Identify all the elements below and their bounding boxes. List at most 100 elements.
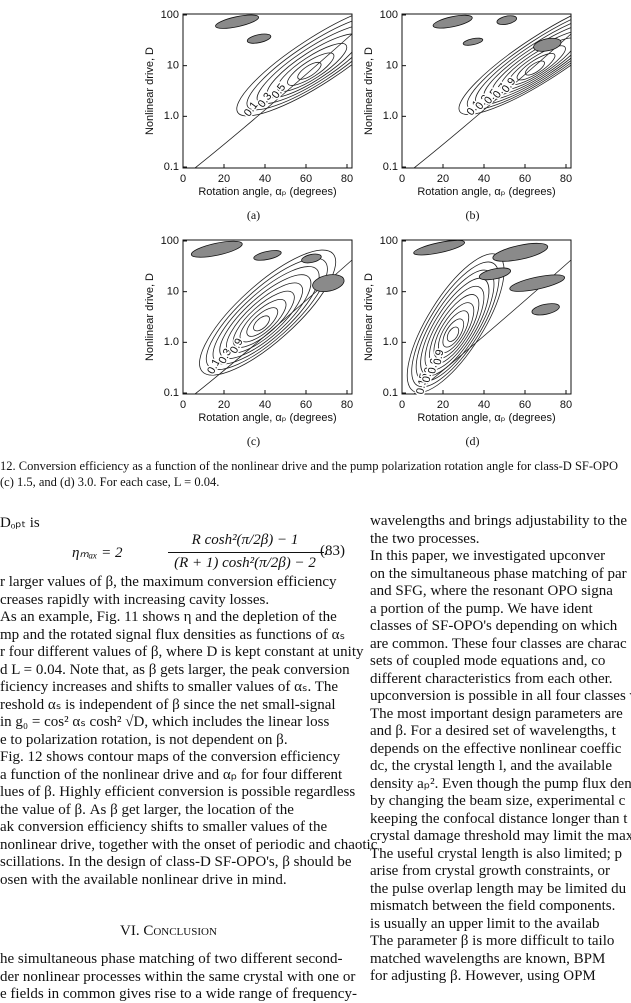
contour-line [446,326,460,342]
text-line: The useful crystal length is also limite… [370,845,623,862]
x-tick-label: 80 [560,399,572,411]
contour-line [236,14,352,117]
contour-line [458,14,571,115]
text-line: density aₚ². Even though the pump flux d… [370,775,631,792]
text-line: As an example, Fig. 11 shows η and the d… [0,609,337,625]
unstable-region [312,274,345,293]
section-heading: VI. Conclusion [120,923,217,939]
text-line: r larger values of β, the maximum conver… [0,574,337,590]
contour-line [199,249,337,376]
contour-line [212,266,320,365]
plot-frame [401,13,572,169]
text-line: different characteristics from each othe… [370,670,613,687]
text-line: a portion of the pump. We have ident [370,600,593,617]
contour-line [277,43,348,92]
x-tick-label: 20 [437,399,449,411]
y-tick-label: 10 [386,286,398,298]
text-line: sets of coupled mode equations and, co [370,653,606,669]
text-line: a function of the nonlinear drive and αₚ… [0,766,343,783]
y-tick-label: 1.0 [164,336,179,348]
contour-line [438,310,470,354]
text-line: lues of β. Highly efficient conversion i… [0,784,356,800]
text-line: scillations. In the design of class-D SF… [0,854,352,870]
unstable-region [533,37,562,52]
panel-label: (b) [466,208,480,222]
text-line: upconversion is possible in all four cla… [370,688,631,704]
text-line: and β. For a desired set of wavelengths,… [370,723,616,739]
contour-line [424,285,485,371]
y-tick-label: 100 [380,235,398,247]
x-tick-label: 0 [399,399,405,411]
x-tick-label: 20 [218,399,230,411]
text-line: d L = 0.04. Note that, as β gets larger,… [0,661,350,678]
text-line: the two processes. [370,530,480,547]
text-line: reshold αₛ is independent of β since the… [0,696,336,713]
x-axis-label: Rotation angle, αₚ (degrees) [417,186,555,198]
x-axis-label: Rotation angle, αₚ (degrees) [198,412,336,424]
text-line: dc, the crystal length l, and the availa… [370,758,612,774]
text-line: for adjusting β. However, using OPM [370,968,596,984]
equation-lhs: ηₘₐₓ = 2 [72,545,123,561]
contour-line [442,318,465,348]
contour-line [297,61,322,80]
contour-line [246,307,279,337]
y-tick-label: 100 [161,9,179,21]
panel-label: (c) [247,434,260,448]
contour-group [194,14,352,168]
text-line: The parameter β is more difficult to tai… [370,933,615,949]
text-line: der nonlinear processes within the same … [0,968,356,985]
unstable-region [413,240,466,256]
unstable-region [496,15,517,25]
y-tick-label: 0.1 [383,161,398,173]
contour-line [508,45,566,86]
text-line: the pulse overlap length may be limited … [370,880,627,897]
x-tick-label: 80 [560,173,572,185]
contour-line [466,14,571,111]
text-line: he simultaneous phase matching of two di… [0,951,343,967]
contour-line [429,294,480,365]
contour-line [287,52,335,86]
x-tick-label: 20 [218,173,230,185]
unstable-region [246,33,272,44]
contour-group [190,240,352,394]
text-line: Fig. 12 shows contour maps of the conver… [0,749,341,765]
contour-line [256,24,352,105]
y-tick-label: 1.0 [164,110,179,122]
contour-line [491,29,571,96]
y-axis-label: Nonlinear drive, D [144,47,156,135]
x-tick-label: 60 [519,399,531,411]
text-line: The most important design parameters are [370,705,623,722]
unstable-region [478,267,512,281]
text-line: e to polarization rotation, is not depen… [0,731,288,748]
y-axis-label: Nonlinear drive, D [144,273,156,361]
contour-line [475,14,571,106]
text-line: by changing the beam size, experimental … [370,793,626,809]
contour-line [411,261,500,388]
y-tick-label: 1.0 [383,336,398,348]
x-tick-label: 60 [300,173,312,185]
unstable-region [531,303,560,316]
contour-line [406,253,505,393]
y-tick-label: 100 [380,9,398,21]
y-tick-label: 0.1 [383,387,398,399]
contour-line [413,33,571,168]
x-tick-label: 40 [478,399,490,411]
y-tick-label: 0.1 [164,161,179,173]
x-tick-label: 40 [259,173,271,185]
panel-label: (d) [466,434,480,448]
contour-line [500,37,571,91]
contour-line [433,302,475,359]
x-tick-label: 60 [519,173,531,185]
y-tick-label: 10 [167,60,179,72]
y-tick-label: 1.0 [383,110,398,122]
text-line: mp and the rotated signal flux densities… [0,626,346,643]
contour-line [194,33,352,168]
contour-label: 0.9 [432,348,447,365]
text-line: ficiency increases and shifts to smaller… [0,679,339,695]
text-line: osen with the available nonlinear drive … [0,871,287,888]
y-axis-label: Nonlinear drive, D [363,273,375,361]
x-axis-label: Rotation angle, αₚ (degrees) [198,186,336,198]
